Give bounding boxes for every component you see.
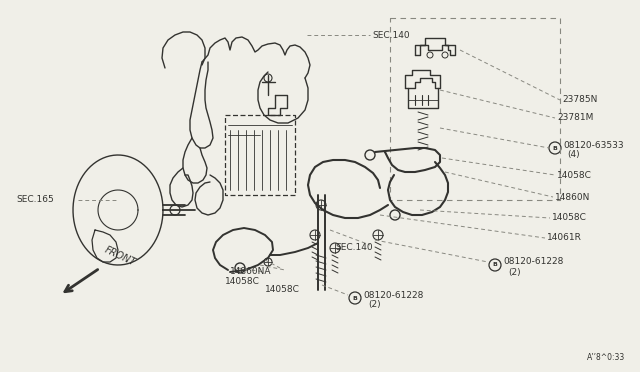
Text: 08120-61228: 08120-61228: [503, 257, 563, 266]
Text: SEC.140: SEC.140: [335, 243, 372, 251]
Text: 14058C: 14058C: [225, 278, 260, 286]
Text: SEC.140: SEC.140: [372, 31, 410, 39]
Text: (4): (4): [567, 151, 580, 160]
Text: (2): (2): [368, 301, 381, 310]
Text: B: B: [493, 263, 497, 267]
Text: 08120-61228: 08120-61228: [363, 291, 424, 299]
Text: (2): (2): [508, 267, 520, 276]
Text: 14860N: 14860N: [555, 192, 590, 202]
Text: 14058C: 14058C: [265, 285, 300, 295]
Text: B: B: [353, 295, 357, 301]
Text: SEC.165: SEC.165: [16, 196, 54, 205]
Text: 14058C: 14058C: [552, 214, 587, 222]
Text: 23785N: 23785N: [562, 96, 597, 105]
Text: 14058C: 14058C: [557, 170, 592, 180]
Text: B: B: [552, 145, 557, 151]
Text: FRONT: FRONT: [103, 245, 138, 268]
Text: 08120-63533: 08120-63533: [563, 141, 623, 150]
Text: 14860NA: 14860NA: [230, 267, 271, 276]
Text: 14061R: 14061R: [547, 234, 582, 243]
Text: A’’8^0:33: A’’8^0:33: [587, 353, 625, 362]
Text: 23781M: 23781M: [557, 113, 593, 122]
